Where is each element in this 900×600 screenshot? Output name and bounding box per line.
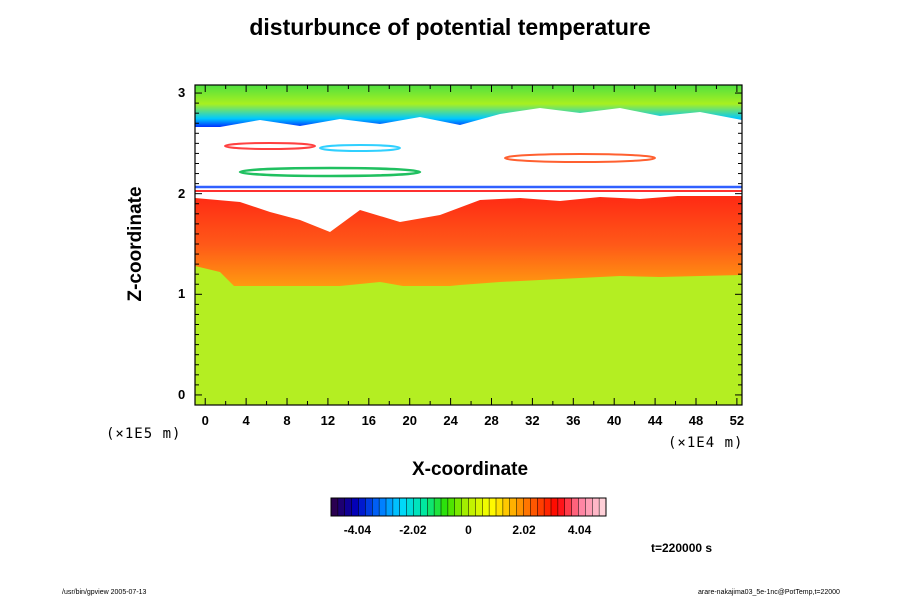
colorbar-tick-label: 0 bbox=[465, 523, 472, 537]
colorbar-tick-label: -4.04 bbox=[343, 523, 372, 537]
colorbar-cell bbox=[489, 498, 497, 516]
colorbar-cell bbox=[365, 498, 373, 516]
band-2 bbox=[319, 144, 401, 152]
x-tick-label: 4 bbox=[242, 413, 250, 428]
colorbar-cell bbox=[592, 498, 600, 516]
colorbar-cell bbox=[406, 498, 414, 516]
colorbar-cell bbox=[427, 498, 435, 516]
colorbar-cell bbox=[557, 498, 566, 516]
x-tick-label: 40 bbox=[606, 413, 622, 428]
x-tick-label: 8 bbox=[283, 413, 291, 428]
x-tick-label: 12 bbox=[320, 413, 336, 428]
y-tick-label: 3 bbox=[178, 85, 186, 101]
x-tick-label: 44 bbox=[647, 413, 663, 428]
colorbar-tick-label: 2.02 bbox=[512, 523, 536, 537]
colorbar-tick-label: 4.04 bbox=[567, 523, 592, 537]
x-tick-label: 28 bbox=[484, 413, 499, 428]
x-tick-label: 32 bbox=[525, 413, 540, 428]
y-axis-unit: (×1E5 m) bbox=[106, 426, 182, 442]
axis-ticks bbox=[195, 85, 742, 405]
colorbar bbox=[330, 497, 607, 517]
y-tick-label: 1 bbox=[178, 286, 186, 302]
colorbar-cell bbox=[551, 498, 559, 516]
colorbar-cell bbox=[420, 498, 428, 516]
y-tick-label: 2 bbox=[178, 185, 186, 201]
colorbar-cell bbox=[379, 498, 387, 516]
chart-title: disturbunce of potential temperature bbox=[249, 14, 651, 40]
band-1 bbox=[224, 142, 316, 150]
colorbar-cell bbox=[358, 498, 366, 516]
colorbar-tick-label: -2.02 bbox=[399, 523, 427, 537]
colorbar-cell bbox=[337, 498, 346, 516]
colorbar-cell bbox=[544, 498, 552, 516]
plot-frame bbox=[194, 84, 743, 406]
middle-boundary-bottom bbox=[195, 266, 742, 310]
colorbar-cell bbox=[344, 498, 353, 516]
colorbar-cell bbox=[571, 498, 579, 516]
band-4 bbox=[238, 166, 422, 178]
colorbar-cell bbox=[413, 498, 421, 516]
x-tick-label: 24 bbox=[443, 413, 458, 428]
middle-boundary-top bbox=[195, 185, 742, 232]
colorbar-cell bbox=[537, 498, 545, 516]
x-tick-label: 52 bbox=[729, 413, 745, 428]
x-tick-label: 36 bbox=[566, 413, 581, 428]
colorbar-cell bbox=[331, 498, 339, 516]
colorbar-frame bbox=[330, 497, 607, 517]
colorbar-cell bbox=[482, 498, 490, 516]
colorbar-cell bbox=[372, 498, 380, 516]
colorbar-cell bbox=[468, 498, 476, 516]
colorbar-cell bbox=[392, 498, 401, 516]
y-tick-label: 0 bbox=[178, 386, 186, 402]
colorbar-cell bbox=[599, 498, 607, 516]
colorbar-cell bbox=[496, 498, 504, 516]
heatmap-field bbox=[195, 85, 742, 405]
colorbar-cell bbox=[441, 498, 449, 516]
colorbar-cell bbox=[386, 498, 394, 516]
colorbar-cell bbox=[351, 498, 359, 516]
colorbar-cell bbox=[434, 498, 442, 516]
colorbar-cell bbox=[502, 498, 511, 516]
colorbar-cell bbox=[516, 498, 524, 516]
colorbar-cell bbox=[454, 498, 463, 516]
footer-right: arare-nakajima03_5e-1nc@PotTemp,t=22000 bbox=[698, 589, 840, 596]
colorbar-cell bbox=[530, 498, 538, 516]
x-axis-label: X-coordinate bbox=[411, 459, 529, 480]
colorbar-cell bbox=[399, 498, 408, 516]
x-tick-label: 0 bbox=[201, 413, 209, 428]
colorbar-cell bbox=[523, 498, 531, 516]
footer-left: /usr/bin/gpview 2005-07-13 bbox=[62, 589, 147, 596]
x-tick-label: 20 bbox=[402, 413, 417, 428]
top-boundary bbox=[195, 108, 742, 140]
time-label: t=220000 s bbox=[651, 541, 713, 555]
colorbar-cell bbox=[578, 498, 586, 516]
x-tick-label: 48 bbox=[688, 413, 704, 428]
x-axis-unit: (×1E4 m) bbox=[668, 435, 744, 451]
colorbar-cell bbox=[475, 498, 483, 516]
x-tick-label: 16 bbox=[361, 413, 377, 428]
colorbar-cell bbox=[461, 498, 469, 516]
colorbar-cell bbox=[509, 498, 518, 516]
colorbar-cell bbox=[447, 498, 456, 516]
band-3 bbox=[504, 153, 656, 163]
colorbar-cell bbox=[585, 498, 593, 516]
colorbar-cell bbox=[564, 498, 573, 516]
